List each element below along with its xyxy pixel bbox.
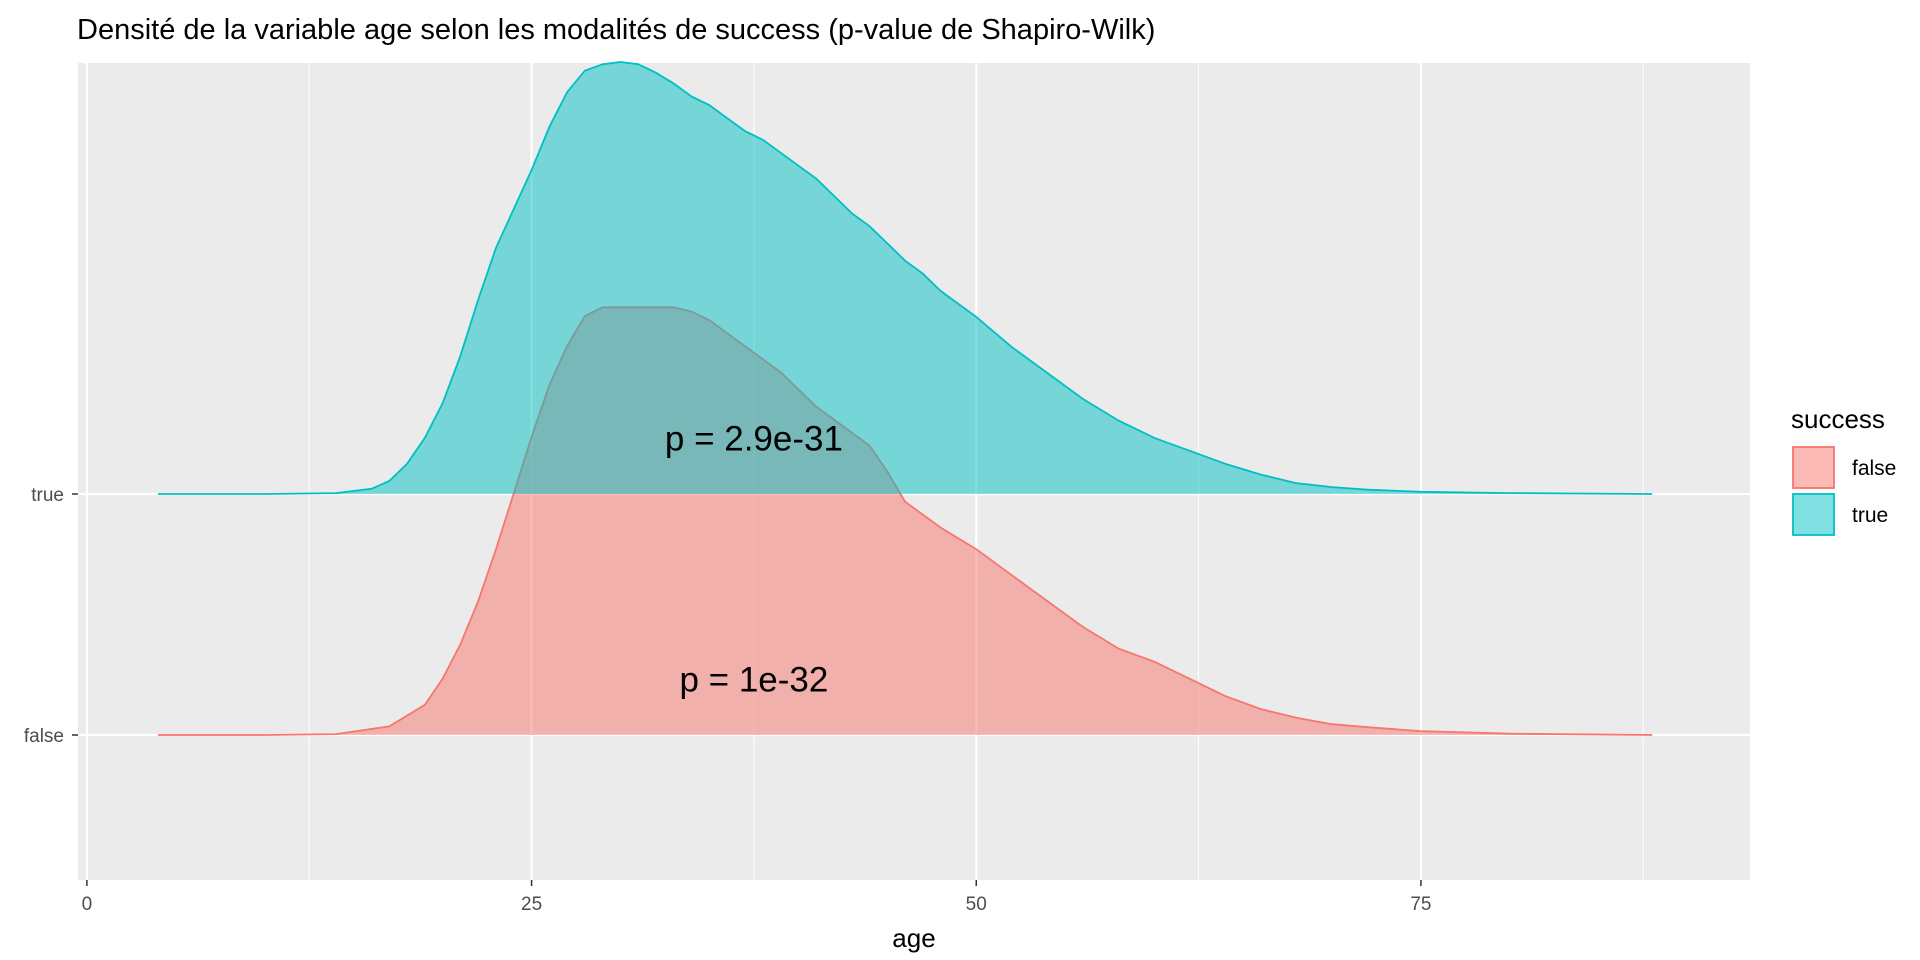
density-area-false bbox=[158, 307, 1653, 735]
legend-key-false bbox=[1792, 446, 1835, 489]
legend-entries: false true bbox=[1792, 446, 1896, 536]
y-tick-label: false bbox=[24, 726, 64, 747]
p-value-label-false: p = 1e-32 bbox=[679, 661, 828, 700]
x-tick-label: 0 bbox=[82, 894, 93, 915]
legend-label-true: true bbox=[1852, 504, 1888, 527]
x-tick-label: 50 bbox=[966, 894, 987, 915]
x-tick-label: 75 bbox=[1410, 894, 1431, 915]
x-axis-title: age bbox=[892, 923, 935, 953]
p-value-label-true: p = 2.9e-31 bbox=[665, 420, 843, 459]
x-tick-label: 25 bbox=[521, 894, 542, 915]
legend: success false true bbox=[1791, 404, 1896, 536]
y-tick-label: true bbox=[31, 485, 64, 506]
density-series bbox=[158, 61, 1653, 736]
p-value-annotations: p = 1e-32 p = 2.9e-31 bbox=[665, 420, 843, 700]
density-line-true bbox=[158, 61, 1653, 495]
legend-title: success bbox=[1791, 404, 1885, 434]
density-area-true bbox=[158, 62, 1653, 494]
chart-title: Densité de la variable age selon les mod… bbox=[77, 14, 1155, 46]
axes: 0 25 50 75 false true bbox=[24, 485, 1432, 915]
legend-key-true bbox=[1792, 493, 1835, 536]
legend-label-false: false bbox=[1852, 457, 1896, 480]
